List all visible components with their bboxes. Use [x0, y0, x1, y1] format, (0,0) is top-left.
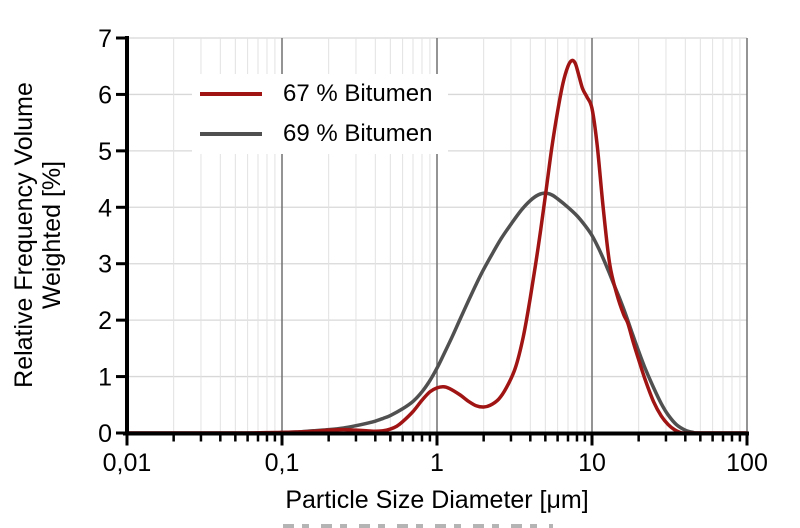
x-tick-label-0,01: 0,01 — [103, 449, 152, 477]
x-minor-tick — [265, 435, 269, 442]
x-minor-tick — [583, 435, 587, 442]
x-tick-label-10: 10 — [578, 449, 606, 477]
x-minor-tick — [566, 435, 570, 442]
y-tick — [116, 92, 125, 96]
x-minor-tick — [711, 435, 714, 442]
x-minor-tick — [420, 435, 424, 442]
x-minor-tick — [509, 435, 513, 442]
legend-line-swatch-red — [200, 92, 262, 96]
x-minor-tick — [575, 435, 579, 442]
y-tick-label-1: 1 — [98, 364, 112, 392]
x-minor-tick — [273, 435, 277, 442]
x-minor-tick — [684, 435, 687, 442]
y-tick-label-6: 6 — [98, 81, 112, 109]
x-minor-tick — [234, 435, 237, 442]
y-tick — [116, 36, 125, 40]
x-major-tick — [435, 435, 439, 446]
y-axis-title-line2: Weighted [%] — [38, 160, 66, 310]
x-minor-tick — [327, 435, 330, 442]
y-tick — [116, 318, 125, 322]
y-tick — [116, 375, 125, 379]
x-minor-tick — [354, 435, 358, 442]
x-minor-tick — [721, 435, 725, 442]
x-minor-tick — [482, 435, 485, 442]
x-minor-tick — [637, 435, 640, 442]
x-minor-tick — [256, 435, 260, 442]
legend-item-67-bitumen: 67 % Bitumen — [192, 75, 448, 113]
series-curves — [126, 58, 749, 435]
x-minor-tick — [544, 435, 547, 442]
x-tick-label-100: 100 — [726, 449, 768, 477]
y-tick-label-7: 7 — [98, 25, 112, 53]
y-tick-label-5: 5 — [98, 138, 112, 166]
tick-marks — [116, 36, 749, 446]
x-major-tick — [745, 435, 749, 446]
series-curve-69-bitumen — [126, 191, 749, 435]
x-minor-tick — [428, 435, 432, 442]
x-major-tick — [125, 435, 129, 446]
x-minor-tick — [401, 435, 404, 442]
y-tick — [116, 149, 125, 153]
x-axis-line — [123, 431, 749, 436]
x-minor-tick — [730, 435, 734, 442]
y-axis-line — [125, 36, 129, 435]
x-minor-tick — [219, 435, 222, 442]
x-minor-tick — [374, 435, 377, 442]
legend-label: 69 % Bitumen — [283, 120, 433, 147]
y-axis-title-line1: Relative Frequency Volume — [10, 82, 38, 388]
y-tick-label-2: 2 — [98, 307, 112, 335]
x-minor-tick — [199, 435, 203, 442]
x-minor-tick — [699, 435, 702, 442]
y-tick — [116, 205, 125, 209]
y-axis-title: Relative Frequency Volume Weighted [%] — [9, 25, 67, 445]
x-minor-tick — [529, 435, 532, 442]
legend-line-swatch-gray — [200, 132, 262, 136]
x-major-tick — [590, 435, 594, 446]
y-tick-label-4: 4 — [98, 194, 112, 222]
x-minor-tick — [172, 435, 175, 442]
y-tick — [116, 431, 125, 435]
x-tick-label-1: 1 — [430, 449, 444, 477]
x-tick-label-0,1: 0,1 — [265, 449, 300, 477]
x-minor-tick — [664, 435, 668, 442]
legend-label: 67 % Bitumen — [283, 80, 433, 107]
tick-labels: 0 1 2 3 4 5 6 7 0,01 0,1 1 10 100 — [98, 25, 768, 477]
y-tick-label-0: 0 — [98, 420, 112, 448]
legend: 67 % Bitumen 69 % Bitumen — [192, 74, 448, 154]
axes-lines — [123, 36, 749, 436]
x-minor-tick — [389, 435, 392, 442]
x-minor-tick — [556, 435, 559, 442]
legend-item-69-bitumen: 69 % Bitumen — [192, 115, 448, 153]
x-minor-tick — [411, 435, 415, 442]
x-axis-title: Particle Size Diameter [μm] — [285, 486, 589, 514]
cropped-caption-strip — [283, 524, 553, 528]
y-tick — [116, 262, 125, 266]
y-tick-label-3: 3 — [98, 251, 112, 279]
x-minor-tick — [738, 435, 742, 442]
series-curve-67-bitumen — [126, 58, 749, 435]
x-minor-tick — [246, 435, 249, 442]
x-major-tick — [280, 435, 284, 446]
